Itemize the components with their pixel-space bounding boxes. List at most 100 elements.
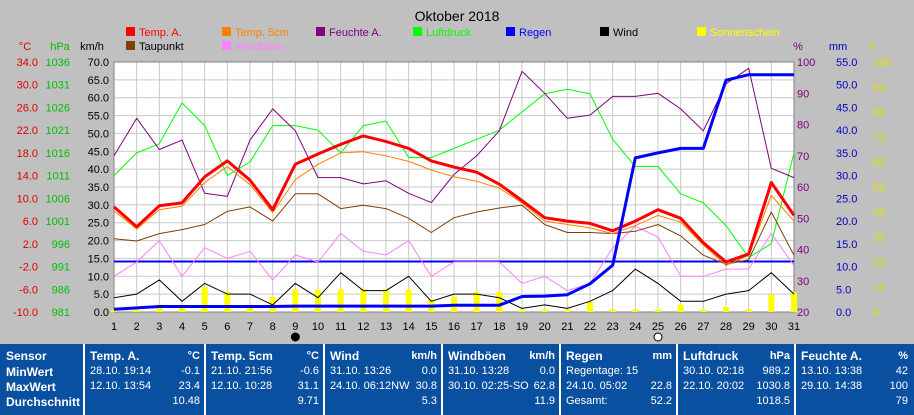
rain-line: [113, 73, 794, 311]
sun-axis-unit: h: [869, 41, 875, 53]
summary-row: 24.10. 06:12NW 30.8: [330, 380, 437, 394]
x-tick-label: 6: [224, 321, 230, 333]
sunshine-bar: [224, 292, 231, 312]
summary-cell-title: Wind: [330, 349, 360, 363]
summary-row-value: -0.6: [300, 365, 319, 377]
temp-tick-label: 18.0: [17, 148, 38, 160]
summary-row-value: 79: [895, 395, 908, 407]
rain-tick-label: 10.0: [836, 262, 857, 274]
legend-swatch: [413, 27, 422, 36]
humidity-tick-label: 30: [797, 276, 809, 288]
summary-row-time: 21.10. 21:56: [211, 365, 273, 377]
sunshine-bar: [292, 289, 299, 312]
x-tick-label: 14: [403, 321, 415, 333]
weather-chart: Oktober 2018°C hPa km/h% mm h34.030.026.022.…: [13, 8, 891, 342]
x-tick-label: 8: [270, 321, 276, 333]
rain-tick-label: 35.0: [836, 148, 857, 160]
humidity-tick-label: 70: [797, 151, 809, 163]
chart-title: Oktober 2018: [415, 8, 500, 24]
summary-row-value: 31.1: [297, 380, 319, 392]
summary-row-value: 10.48: [172, 395, 200, 407]
sunshine-bar: [473, 292, 480, 312]
summary-row-time: Regentage: 15: [566, 365, 639, 377]
wind-axis-unit: km/h: [80, 41, 104, 53]
sun-tick-label: 30: [873, 232, 885, 244]
summary-row: 30.10. 02:18 989.2: [683, 365, 790, 379]
sunshine-bar: [541, 309, 548, 312]
summary-row: 79: [801, 395, 908, 409]
summary-cell-unit: mm: [652, 350, 672, 362]
wind-tick-label: 35.0: [88, 182, 109, 194]
summary-row-time: 31.10. 13:26: [330, 365, 392, 377]
sunshine-bar: [609, 309, 616, 312]
summary-row-value: 9.71: [297, 395, 319, 407]
summary-cell-temp-5cm: Temp. 5cm °C 21.10. 21:56 -0.6 12.10. 10:28 3…: [207, 347, 323, 413]
wind-tick-label: 30.0: [88, 200, 109, 212]
summary-row-value: 1018.5: [756, 395, 790, 407]
x-tick-label: 26: [675, 321, 687, 333]
summary-row: Gesamt: 52.2: [566, 395, 672, 409]
wind-tick-label: 60.0: [88, 93, 109, 105]
temp-tick-label: 10.0: [17, 193, 38, 205]
gust-line: [113, 225, 795, 292]
summary-row-value: 100: [889, 380, 908, 392]
humidity-line: [113, 67, 795, 204]
rain-tick-label: 5.0: [836, 284, 851, 296]
wind-tick-label: 65.0: [88, 75, 109, 87]
rain-tick-label: 20.0: [836, 216, 857, 228]
pressure-tick-label: 1016: [46, 148, 70, 160]
summary-cell-unit: %: [898, 350, 908, 362]
summary-row-time: 12.10. 13:54: [90, 380, 152, 392]
pressure-tick-label: 1031: [46, 80, 70, 92]
row-label-min: MinWert: [6, 365, 54, 379]
humidity-tick-label: 60: [797, 182, 809, 194]
x-tick-label: 27: [697, 321, 709, 333]
sunshine-bar: [496, 292, 503, 312]
x-tick-label: 4: [179, 321, 185, 333]
summary-row: 29.10. 14:38 100: [801, 380, 908, 394]
temp-tick-label: 14.0: [17, 171, 38, 183]
summary-row-value: 42: [895, 365, 908, 377]
humidity-axis-unit: %: [793, 41, 803, 53]
summary-row: 21.10. 21:56 -0.6: [211, 365, 319, 379]
dewpoint-line: [113, 193, 795, 265]
x-tick-label: 28: [720, 321, 732, 333]
sunshine-bar: [700, 309, 707, 312]
summary-row: Regentage: 15: [566, 365, 672, 379]
rain-axis-unit: mm: [829, 41, 847, 53]
summary-row-value: 989.2: [762, 365, 790, 377]
summary-row-value: 0.0: [539, 365, 555, 377]
rain-tick-label: 25.0: [836, 193, 857, 205]
summary-cell-title: Luftdruck: [683, 349, 739, 363]
x-tick-label: 5: [202, 321, 208, 333]
pressure-line: [113, 88, 795, 258]
sun-tick-label: 40: [873, 207, 885, 219]
summary-separator: [441, 344, 443, 415]
wind-tick-label: 25.0: [88, 218, 109, 230]
summary-row-time: 24.10. 05:02: [566, 380, 628, 392]
summary-row-value: 1030.8: [756, 380, 790, 392]
legend-label: Temp. A.: [139, 27, 182, 39]
rain-tick-label: 50.0: [836, 80, 857, 92]
rain-tick-label: 30.0: [836, 171, 857, 183]
wind-tick-label: 10.0: [88, 271, 109, 283]
summary-row-value: 30.8: [415, 380, 437, 392]
pressure-tick-label: 1021: [46, 125, 70, 137]
x-tick-label: 17: [471, 321, 483, 333]
temp-tick-label: 26.0: [17, 102, 38, 114]
sunshine-bar: [723, 307, 729, 312]
summary-separator: [676, 344, 678, 415]
moon-phase-new-icon: [653, 332, 663, 342]
summary-cell-unit: hPa: [769, 350, 790, 362]
legend-swatch: [222, 41, 231, 50]
sun-tick-label: 10: [873, 282, 885, 294]
summary-row: 22.10. 20:02 1030.8: [683, 380, 790, 394]
x-tick-label: 20: [539, 321, 551, 333]
temp-tick-label: -6.0: [19, 284, 38, 296]
sunshine-bar: [247, 307, 253, 312]
x-tick-label: 29: [743, 321, 755, 333]
summary-cell-humidity: Feuchte A.% 13.10. 13:38 42 29.10. 14:38 100…: [797, 347, 912, 413]
legend-swatch: [697, 27, 706, 36]
sunshine-bar: [315, 289, 321, 312]
x-tick-label: 7: [247, 321, 253, 333]
